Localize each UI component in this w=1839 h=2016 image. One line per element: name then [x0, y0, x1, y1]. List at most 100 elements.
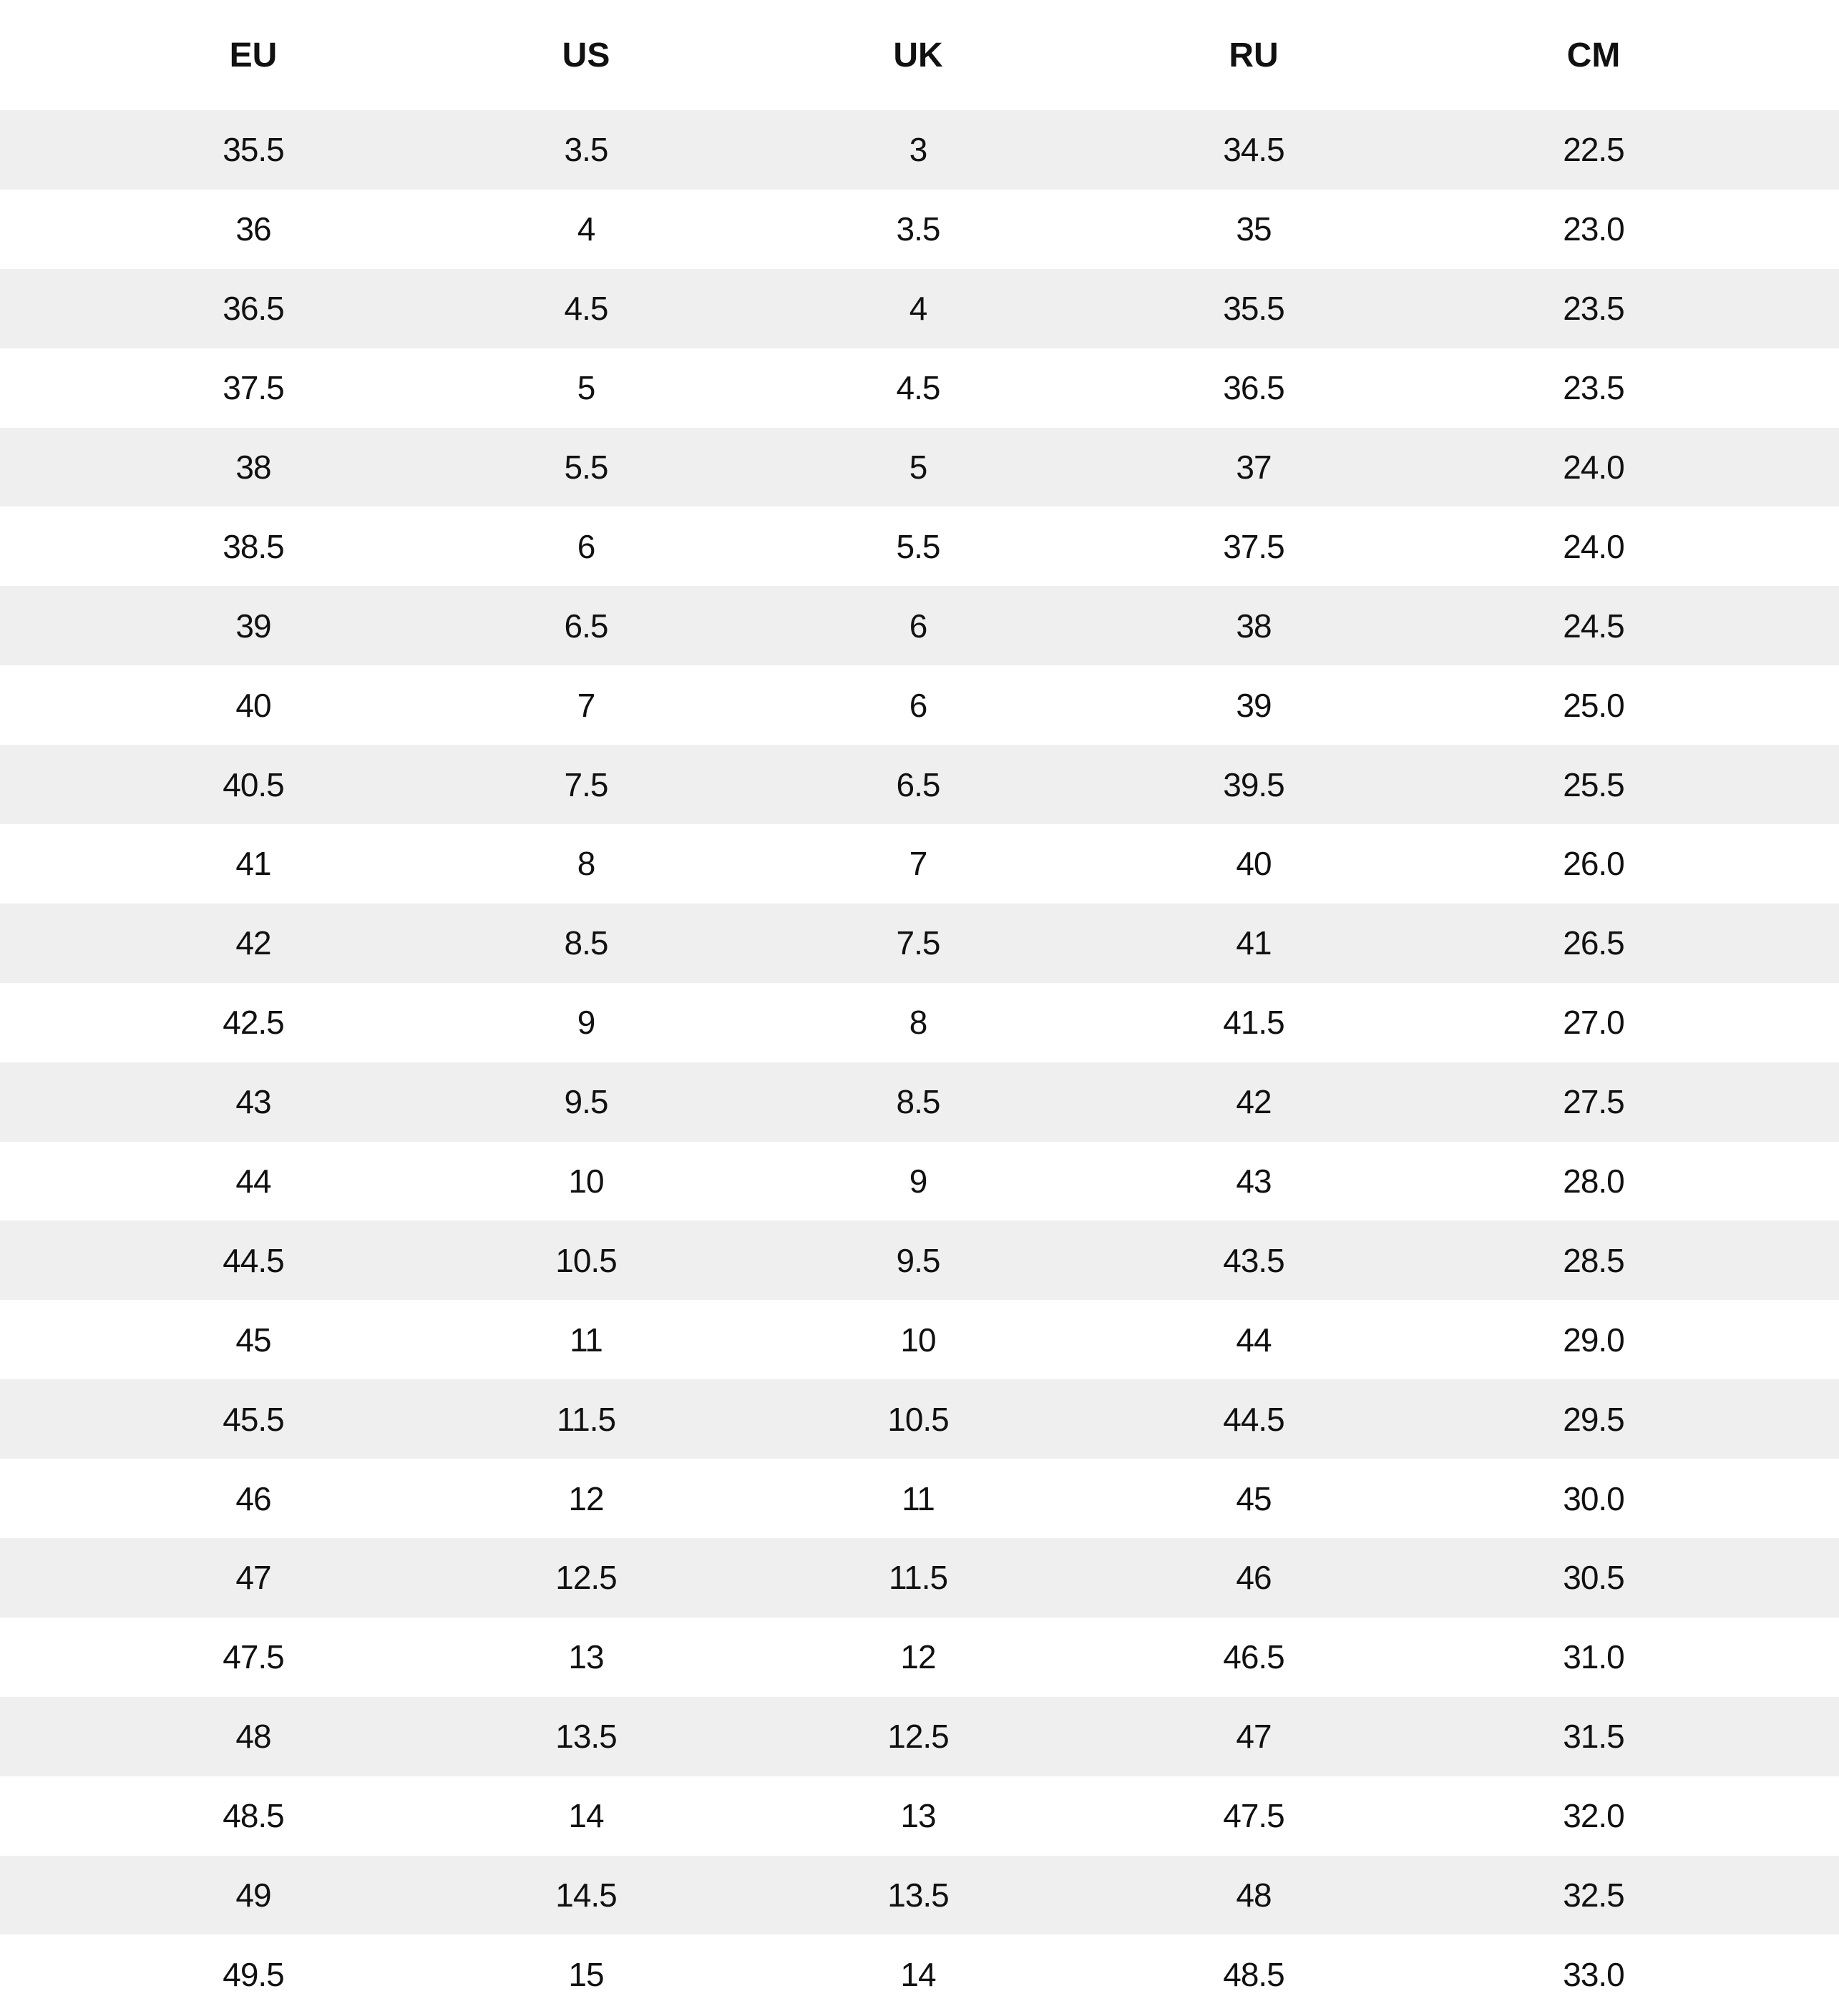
cell-cm: 29.0: [1563, 1321, 1625, 1359]
cell-uk: 6.5: [896, 765, 941, 803]
table-row: 47 12.5 11.5 46 30.5: [0, 1538, 1839, 1618]
cell-ru: 44: [1236, 1321, 1272, 1359]
cell-us: 8.5: [564, 924, 609, 962]
cell-us: 9: [577, 1004, 596, 1042]
cell-eu: 48.5: [223, 1797, 285, 1835]
cell-eu: 42: [235, 924, 271, 962]
cell-uk: 7.5: [896, 924, 941, 962]
cell-eu: 40.5: [223, 765, 285, 803]
cell-cm: 28.0: [1563, 1163, 1625, 1200]
cell-ru: 48.5: [1223, 1955, 1285, 1993]
cell-uk: 11.5: [888, 1559, 948, 1597]
cell-us: 5: [577, 369, 596, 407]
table-row: 36 4 3.5 35 23.0: [0, 190, 1839, 269]
table-row: 43 9.5 8.5 42 27.5: [0, 1062, 1839, 1142]
cell-us: 12.5: [555, 1559, 618, 1597]
table-row: 42.5 9 8 41.5 27.0: [0, 983, 1839, 1062]
cell-ru: 42: [1236, 1083, 1272, 1121]
cell-eu: 45.5: [223, 1400, 285, 1438]
cell-cm: 31.0: [1563, 1638, 1625, 1676]
cell-eu: 42.5: [223, 1004, 285, 1042]
cell-cm: 29.5: [1563, 1400, 1625, 1438]
cell-us: 9.5: [564, 1083, 609, 1121]
cell-us: 6: [577, 527, 596, 565]
cell-eu: 45: [235, 1321, 271, 1359]
cell-ru: 39.5: [1223, 765, 1285, 803]
cell-cm: 24.5: [1563, 607, 1625, 645]
table-row: 44.5 10.5 9.5 43.5 28.5: [0, 1220, 1839, 1301]
cell-eu: 44: [235, 1163, 271, 1200]
cell-uk: 9.5: [896, 1241, 941, 1279]
table-header-row: EU US UK RU CM: [0, 0, 1839, 110]
cell-cm: 23.5: [1563, 290, 1625, 328]
table-row: 40 7 6 39 25.0: [0, 665, 1839, 745]
cell-us: 4.5: [564, 290, 609, 328]
cell-us: 11: [570, 1321, 603, 1359]
cell-cm: 28.5: [1563, 1241, 1625, 1279]
cell-eu: 48: [235, 1718, 271, 1756]
cell-us: 13.5: [555, 1718, 618, 1756]
cell-uk: 3: [909, 131, 928, 169]
table-row: 41 8 7 40 26.0: [0, 824, 1839, 904]
cell-eu: 38: [235, 449, 271, 486]
cell-eu: 39: [235, 607, 271, 645]
cell-ru: 46: [1236, 1559, 1272, 1597]
cell-uk: 7: [909, 845, 928, 883]
cell-us: 14: [568, 1797, 604, 1835]
cell-ru: 38: [1236, 607, 1272, 645]
cell-cm: 27.0: [1563, 1004, 1625, 1042]
cell-ru: 40: [1236, 845, 1272, 883]
cell-ru: 44.5: [1223, 1400, 1285, 1438]
cell-us: 15: [568, 1955, 604, 1993]
cell-ru: 47: [1236, 1718, 1272, 1756]
cell-uk: 12: [900, 1638, 936, 1676]
cell-cm: 33.0: [1563, 1955, 1625, 1993]
cell-eu: 47: [235, 1559, 271, 1597]
cell-ru: 48: [1236, 1876, 1272, 1914]
cell-us: 7: [577, 686, 596, 724]
cell-uk: 10: [900, 1321, 936, 1359]
cell-eu: 35.5: [223, 131, 285, 169]
column-header-cm: CM: [1566, 36, 1621, 74]
cell-uk: 12.5: [887, 1718, 950, 1756]
cell-us: 6.5: [564, 607, 609, 645]
table-row: 42 8.5 7.5 41 26.5: [0, 903, 1839, 983]
cell-uk: 6: [909, 686, 928, 724]
cell-uk: 4.5: [896, 369, 941, 407]
cell-ru: 37: [1236, 449, 1272, 486]
cell-uk: 14: [900, 1955, 936, 1993]
cell-uk: 13.5: [887, 1876, 950, 1914]
table-row: 45 11 10 44 29.0: [0, 1300, 1839, 1379]
cell-ru: 43.5: [1223, 1241, 1285, 1279]
cell-ru: 41: [1236, 924, 1272, 962]
table-row: 49 14.5 13.5 48 32.5: [0, 1855, 1839, 1935]
cell-ru: 45: [1236, 1479, 1272, 1517]
table-row: 40.5 7.5 6.5 39.5 25.5: [0, 745, 1839, 825]
cell-cm: 22.5: [1563, 131, 1625, 169]
cell-cm: 23.0: [1563, 210, 1625, 248]
cell-us: 12: [568, 1479, 604, 1517]
cell-eu: 36.5: [223, 290, 285, 328]
cell-uk: 3.5: [896, 210, 941, 248]
cell-cm: 24.0: [1563, 449, 1625, 486]
column-header-uk: UK: [893, 36, 943, 74]
cell-cm: 31.5: [1563, 1718, 1625, 1756]
cell-uk: 11: [902, 1479, 935, 1517]
cell-us: 11.5: [556, 1400, 616, 1438]
cell-eu: 46: [235, 1479, 271, 1517]
cell-eu: 40: [235, 686, 271, 724]
cell-uk: 5.5: [896, 527, 941, 565]
table-row: 45.5 11.5 10.5 44.5 29.5: [0, 1379, 1839, 1459]
cell-uk: 13: [900, 1797, 936, 1835]
cell-us: 14.5: [555, 1876, 618, 1914]
cell-uk: 6: [909, 607, 928, 645]
cell-ru: 35: [1236, 210, 1272, 248]
table-row: 38.5 6 5.5 37.5 24.0: [0, 507, 1839, 586]
cell-ru: 34.5: [1223, 131, 1285, 169]
cell-ru: 36.5: [1223, 369, 1285, 407]
table-row: 44 10 9 43 28.0: [0, 1142, 1839, 1221]
cell-us: 10.5: [555, 1241, 618, 1279]
table-row: 35.5 3.5 3 34.5 22.5: [0, 110, 1839, 190]
cell-us: 10: [568, 1163, 604, 1200]
table-row: 48 13.5 12.5 47 31.5: [0, 1696, 1839, 1776]
